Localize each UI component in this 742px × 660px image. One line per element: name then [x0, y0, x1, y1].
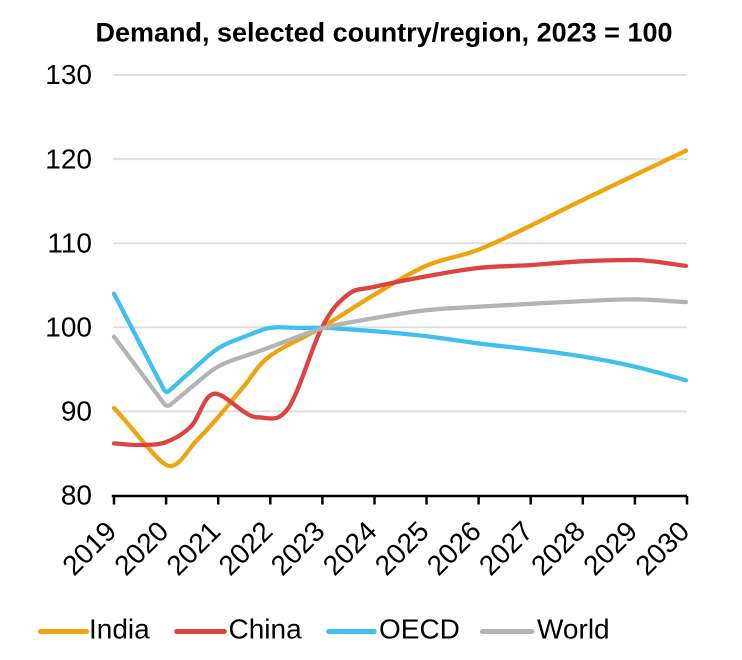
svg-text:120: 120: [45, 143, 92, 174]
svg-text:130: 130: [45, 59, 92, 90]
svg-text:100: 100: [45, 312, 92, 343]
svg-text:India: India: [89, 614, 150, 645]
svg-text:China: China: [229, 614, 303, 645]
svg-text:OECD: OECD: [379, 614, 460, 645]
svg-text:90: 90: [61, 396, 92, 427]
svg-text:80: 80: [61, 480, 92, 511]
svg-text:Demand, selected country/regio: Demand, selected country/region, 2023 = …: [96, 18, 673, 48]
svg-text:110: 110: [47, 227, 92, 258]
svg-text:World: World: [537, 614, 610, 645]
